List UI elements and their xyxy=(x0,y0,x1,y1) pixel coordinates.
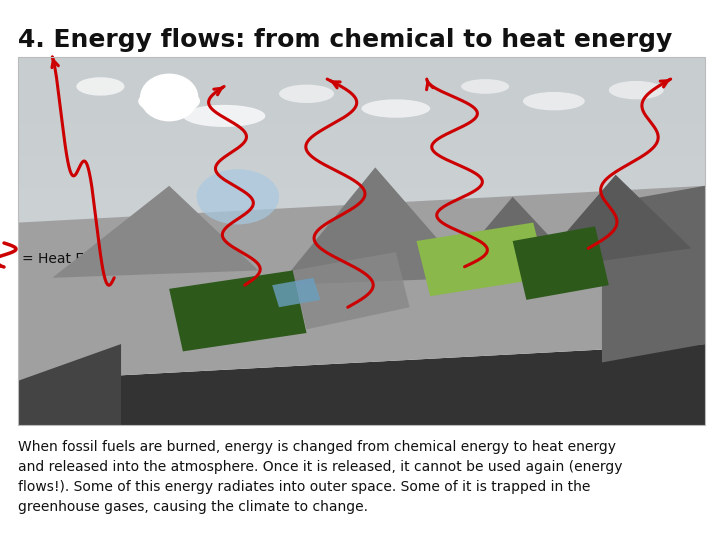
Polygon shape xyxy=(53,186,258,278)
Polygon shape xyxy=(416,222,547,296)
Bar xyxy=(18,57,705,322)
Bar xyxy=(18,190,705,222)
Polygon shape xyxy=(169,271,307,352)
Polygon shape xyxy=(602,186,705,362)
Bar xyxy=(18,289,705,322)
Text: 4. Energy flows: from chemical to heat energy: 4. Energy flows: from chemical to heat e… xyxy=(18,28,672,52)
Ellipse shape xyxy=(279,85,334,103)
Polygon shape xyxy=(293,252,410,329)
Polygon shape xyxy=(513,226,609,300)
Bar xyxy=(18,256,705,289)
Polygon shape xyxy=(272,278,320,307)
Ellipse shape xyxy=(197,169,279,225)
Ellipse shape xyxy=(76,77,125,96)
Ellipse shape xyxy=(361,99,431,118)
Bar xyxy=(18,57,705,90)
Ellipse shape xyxy=(609,81,664,99)
Text: When fossil fuels are burned, energy is changed from chemical energy to heat ene: When fossil fuels are burned, energy is … xyxy=(18,440,623,514)
Ellipse shape xyxy=(140,73,198,122)
Ellipse shape xyxy=(523,92,585,110)
Ellipse shape xyxy=(183,105,265,127)
Polygon shape xyxy=(18,344,705,425)
Ellipse shape xyxy=(138,88,200,114)
Ellipse shape xyxy=(461,79,509,94)
Bar xyxy=(18,57,705,425)
Polygon shape xyxy=(279,167,472,285)
Polygon shape xyxy=(444,197,581,278)
Text: = Heat Energy: = Heat Energy xyxy=(22,252,124,266)
Bar xyxy=(18,157,705,190)
Polygon shape xyxy=(18,186,705,381)
Polygon shape xyxy=(18,344,121,425)
Polygon shape xyxy=(534,175,691,271)
Bar xyxy=(18,222,705,256)
Bar xyxy=(18,90,705,123)
Bar xyxy=(18,123,705,157)
